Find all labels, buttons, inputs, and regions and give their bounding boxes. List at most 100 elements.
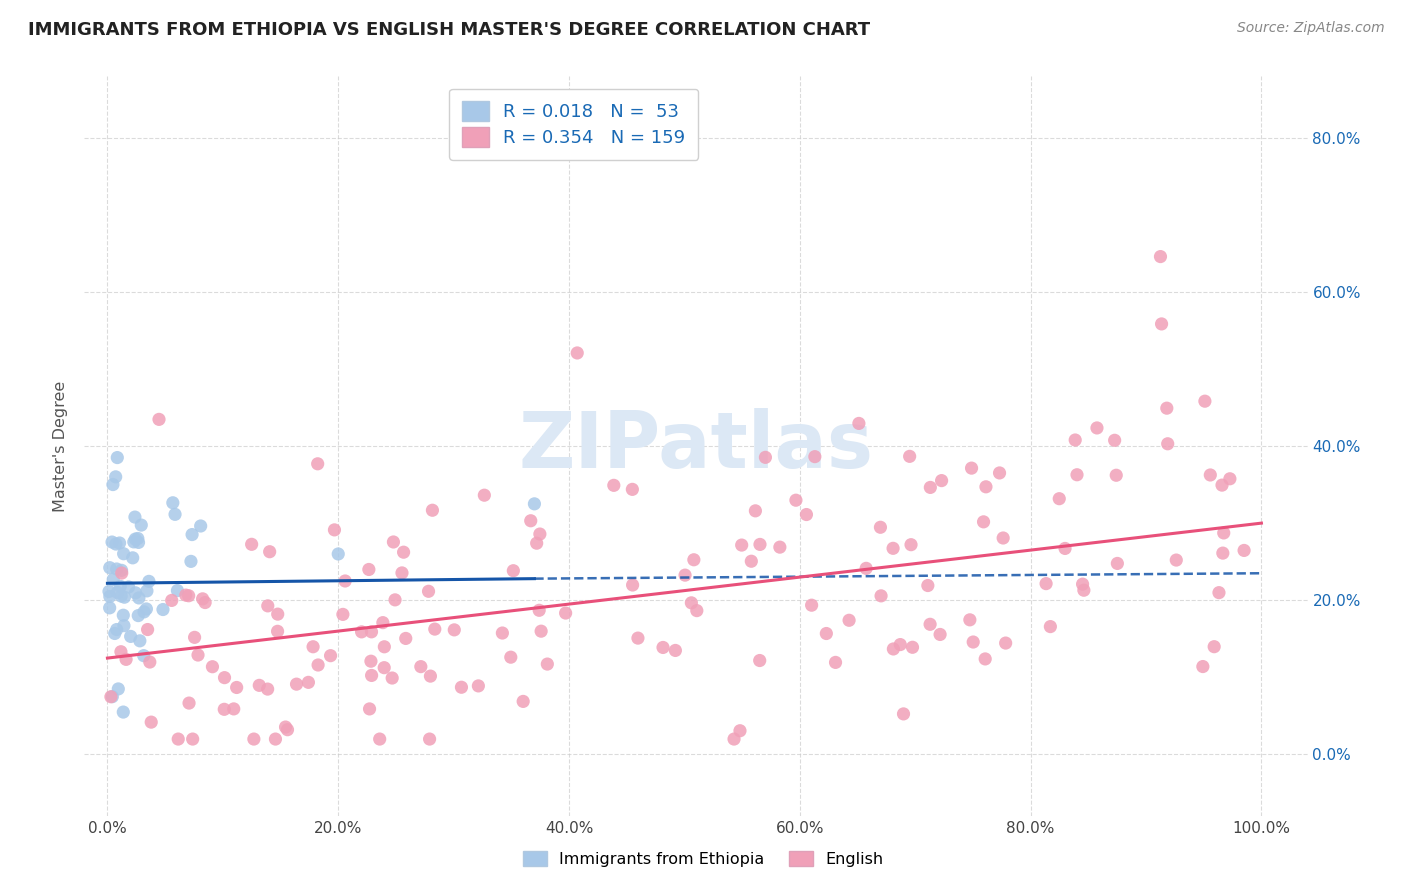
Point [1212, 546, 1234, 560]
Point [135, 583, 157, 598]
Point [898, 450, 921, 464]
Point [127, 608, 149, 623]
Point [256, 599, 278, 613]
Point [1085, 421, 1108, 435]
Point [855, 561, 877, 575]
Point [523, 497, 546, 511]
Y-axis label: Master's Degree: Master's Degree [53, 380, 69, 512]
Point [187, 648, 209, 662]
Point [1071, 577, 1094, 591]
Point [112, 591, 135, 605]
Point [1066, 467, 1088, 482]
Point [98, 560, 121, 574]
Point [392, 545, 415, 559]
Point [360, 668, 382, 682]
Point [1149, 250, 1171, 264]
Text: Source: ZipAtlas.com: Source: ZipAtlas.com [1237, 21, 1385, 35]
Legend: Immigrants from Ethiopia, English: Immigrants from Ethiopia, English [516, 845, 890, 873]
Point [682, 553, 704, 567]
Point [274, 720, 297, 734]
Point [419, 669, 441, 683]
Point [110, 563, 132, 577]
Point [530, 624, 553, 639]
Point [1054, 541, 1077, 556]
Point [959, 613, 981, 627]
Point [901, 640, 924, 655]
Point [384, 592, 406, 607]
Point [1073, 583, 1095, 598]
Point [135, 602, 157, 616]
Point [101, 477, 124, 491]
Point [929, 627, 952, 641]
Point [686, 604, 709, 618]
Point [112, 547, 135, 561]
Point [112, 705, 135, 719]
Point [350, 624, 373, 639]
Point [673, 568, 696, 582]
Point [105, 562, 128, 576]
Point [333, 574, 356, 588]
Point [359, 702, 381, 716]
Point [166, 583, 188, 598]
Point [190, 519, 212, 533]
Point [900, 538, 922, 552]
Point [893, 706, 915, 721]
Point [128, 633, 150, 648]
Point [136, 623, 159, 637]
Point [1192, 659, 1215, 673]
Point [111, 566, 134, 580]
Point [443, 623, 465, 637]
Point [931, 474, 953, 488]
Point [472, 488, 495, 502]
Point [988, 466, 1011, 480]
Point [122, 535, 145, 549]
Point [163, 508, 186, 522]
Point [450, 680, 472, 694]
Point [536, 657, 558, 671]
Point [222, 702, 245, 716]
Point [882, 642, 904, 657]
Point [848, 417, 870, 431]
Point [139, 655, 162, 669]
Point [167, 732, 190, 747]
Point [120, 629, 142, 643]
Point [201, 659, 224, 673]
Text: IMMIGRANTS FROM ETHIOPIA VS ENGLISH MASTER'S DEGREE CORRELATION CHART: IMMIGRANTS FROM ETHIOPIA VS ENGLISH MAST… [28, 21, 870, 38]
Point [191, 591, 214, 606]
Point [240, 537, 263, 551]
Point [160, 593, 183, 607]
Point [1104, 434, 1126, 448]
Point [323, 523, 346, 537]
Point [129, 518, 152, 533]
Point [1204, 640, 1226, 654]
Point [307, 457, 329, 471]
Point [100, 690, 122, 704]
Point [105, 623, 128, 637]
Point [409, 659, 432, 673]
Point [418, 584, 440, 599]
Point [177, 589, 200, 603]
Point [824, 656, 846, 670]
Point [838, 613, 860, 627]
Point [183, 631, 205, 645]
Point [302, 640, 325, 654]
Point [101, 535, 124, 549]
Point [212, 702, 235, 716]
Point [748, 653, 770, 667]
Point [962, 635, 984, 649]
Point [499, 650, 522, 665]
Point [870, 589, 893, 603]
Point [264, 732, 287, 747]
Point [652, 640, 675, 655]
Point [181, 527, 204, 541]
Point [266, 624, 288, 639]
Point [815, 626, 838, 640]
Point [128, 591, 150, 605]
Point [1107, 557, 1129, 571]
Point [110, 589, 132, 603]
Point [796, 508, 818, 522]
Point [1199, 467, 1222, 482]
Point [115, 652, 138, 666]
Point [243, 732, 266, 747]
Point [152, 602, 174, 616]
